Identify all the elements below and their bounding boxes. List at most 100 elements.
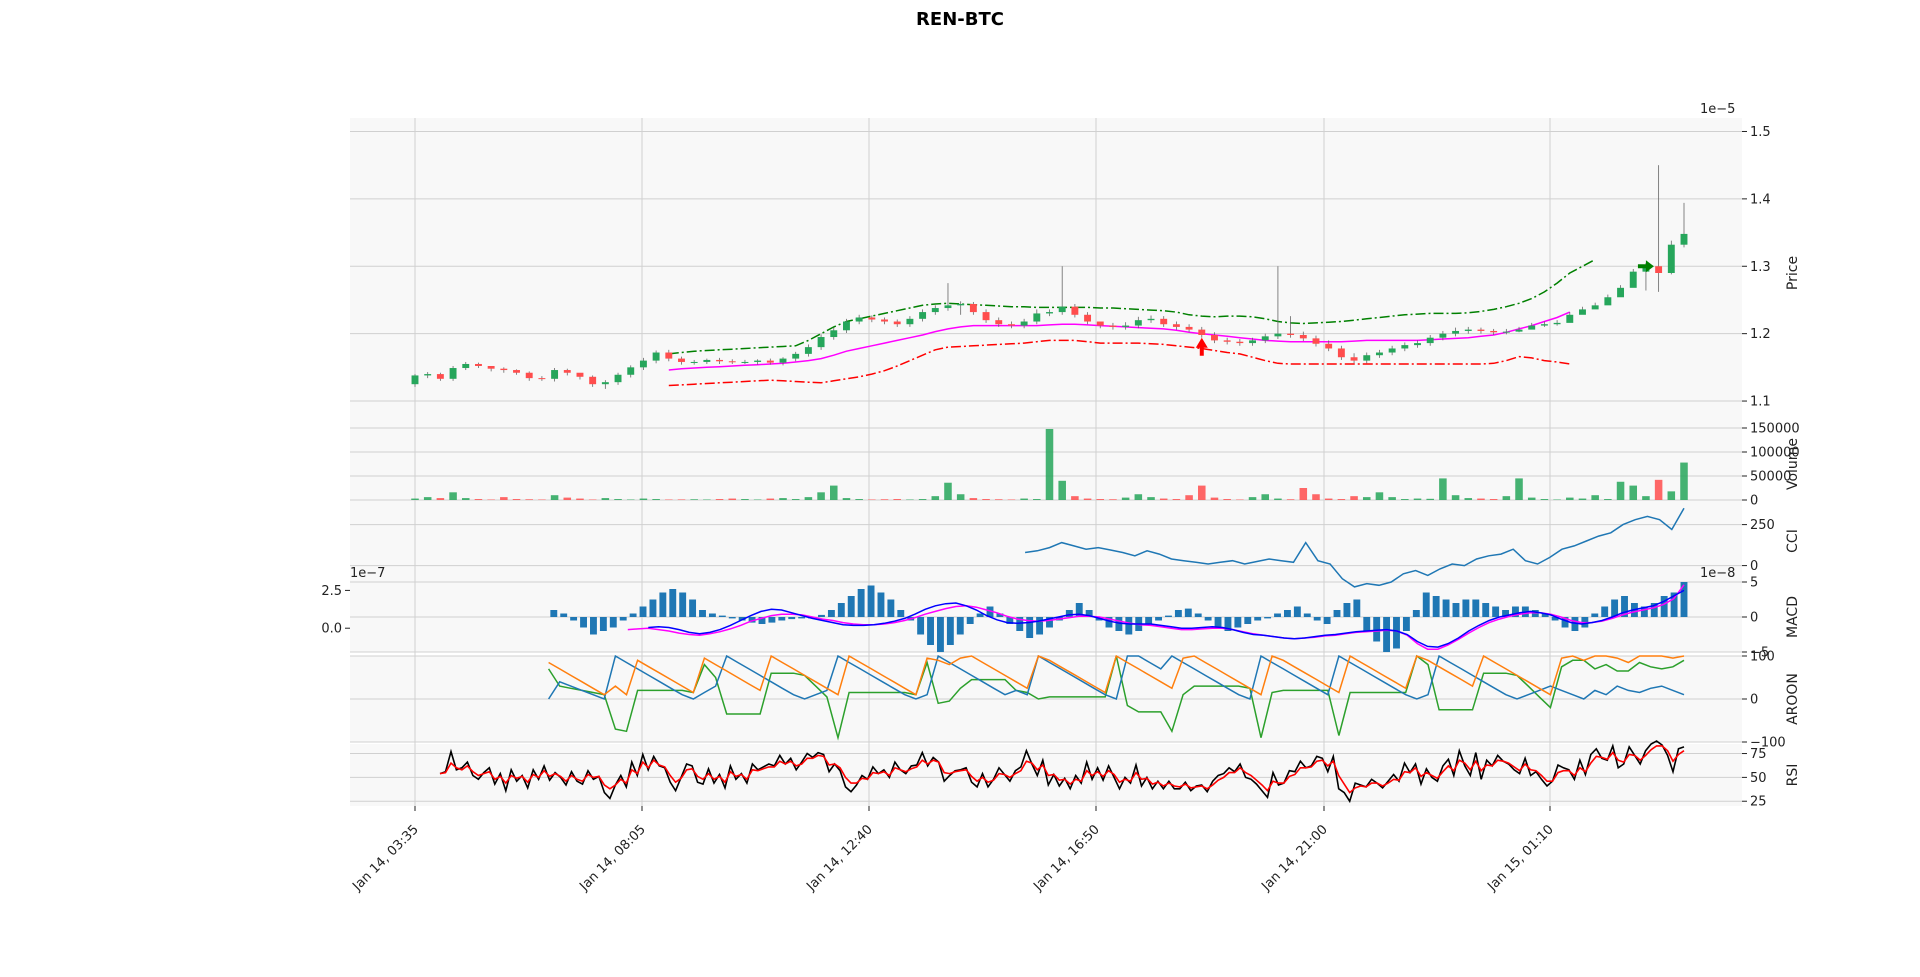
macd-hist-bar bbox=[1482, 603, 1490, 617]
candle-body bbox=[843, 321, 850, 331]
macd-hist-bar bbox=[1393, 617, 1400, 649]
candle-body bbox=[474, 363, 482, 366]
macd-hist-bar bbox=[937, 617, 944, 652]
volume-bar bbox=[1629, 485, 1638, 500]
macd-hist-bar bbox=[1650, 603, 1658, 617]
macd-hist-bar bbox=[599, 617, 607, 631]
volume-bar bbox=[1654, 479, 1663, 500]
candle-body bbox=[1579, 309, 1586, 315]
volume-bar bbox=[449, 492, 457, 500]
candle-body bbox=[627, 367, 635, 375]
volume-bar bbox=[791, 499, 800, 500]
macd-hist-bar bbox=[1006, 617, 1014, 624]
volume-bar bbox=[1299, 488, 1308, 500]
mid-band-line bbox=[668, 311, 1571, 371]
volume-bar bbox=[550, 495, 559, 500]
volume-panel bbox=[411, 428, 1688, 500]
macd-hist-bar bbox=[1264, 617, 1272, 619]
candle-body bbox=[1515, 329, 1523, 332]
candle-body bbox=[1667, 244, 1675, 273]
macd-hist-bar bbox=[1601, 606, 1609, 617]
candle-body bbox=[1375, 352, 1383, 356]
candle-body bbox=[766, 360, 774, 363]
candle-body bbox=[1540, 324, 1548, 326]
candle-body bbox=[1147, 318, 1155, 321]
volume-bar bbox=[436, 498, 445, 500]
macd-hist-bar bbox=[1472, 599, 1480, 617]
candle-body bbox=[1084, 314, 1092, 322]
macd-hist-bar bbox=[1293, 606, 1301, 617]
macd-hist-bar bbox=[1125, 617, 1133, 635]
macd-axis-label: MACD bbox=[1785, 596, 1801, 638]
candle-body bbox=[1591, 305, 1599, 310]
macd-hist-bar bbox=[1621, 596, 1628, 617]
price-y-tick: 1.5 bbox=[1750, 125, 1771, 140]
volume-bar bbox=[804, 497, 813, 500]
volume-bar bbox=[1604, 499, 1612, 500]
macd-hist-bar bbox=[1502, 610, 1509, 617]
macd-hist-bar bbox=[560, 613, 568, 617]
volume-bar bbox=[1413, 498, 1422, 500]
rsi-panel bbox=[439, 740, 1685, 804]
candle-body bbox=[1426, 337, 1434, 344]
volume-bar bbox=[766, 498, 775, 500]
macd-hist-bar bbox=[976, 613, 984, 617]
volume-bar bbox=[1261, 494, 1269, 500]
volume-bar bbox=[1121, 497, 1130, 500]
candle-body bbox=[855, 317, 863, 322]
macd-y-tick-right: −5 bbox=[1750, 646, 1769, 661]
volume-bar bbox=[1426, 498, 1434, 500]
candle-body bbox=[1249, 340, 1256, 344]
candle-body bbox=[1388, 348, 1396, 353]
macd-panel bbox=[550, 582, 1688, 652]
candle-body bbox=[1490, 330, 1498, 333]
macd-hist-bar bbox=[1432, 596, 1440, 617]
candle-body bbox=[678, 358, 685, 362]
macd-hist-bar bbox=[818, 614, 825, 617]
macd-hist-bar bbox=[778, 617, 786, 621]
volume-bar bbox=[677, 499, 686, 500]
volume-bar bbox=[1198, 485, 1206, 500]
volume-bar bbox=[1159, 498, 1168, 500]
candle-body bbox=[487, 366, 495, 369]
macd-hist-bar bbox=[1145, 617, 1153, 624]
volume-bar bbox=[893, 499, 901, 500]
macd-hist-bar bbox=[1422, 592, 1430, 617]
x-tick-label: Jan 14, 21:00 bbox=[1258, 822, 1330, 894]
macd-hist-bar bbox=[1402, 617, 1410, 631]
cci-y-tick: 250 bbox=[1750, 518, 1775, 533]
volume-y-tick: 50000 bbox=[1750, 470, 1791, 485]
macd-hist-bar bbox=[1611, 599, 1619, 617]
x-tick-label: Jan 14, 12:40 bbox=[803, 822, 875, 894]
candle-body bbox=[817, 337, 825, 348]
volume-bar bbox=[1375, 492, 1384, 500]
volume-bar bbox=[1185, 495, 1193, 500]
volume-bar bbox=[1350, 496, 1358, 500]
volume-bar bbox=[715, 499, 724, 500]
volume-bar bbox=[512, 499, 521, 500]
volume-bar bbox=[1210, 497, 1219, 500]
macd-hist-bar bbox=[1194, 613, 1202, 617]
candle-body bbox=[1274, 333, 1282, 337]
macd-hist-bar bbox=[956, 617, 964, 635]
candle-body bbox=[639, 360, 647, 368]
volume-bar bbox=[1388, 497, 1396, 500]
volume-bar bbox=[1515, 478, 1523, 500]
candle-body bbox=[931, 308, 939, 313]
macd-hist-bar bbox=[1670, 592, 1678, 617]
volume-bar bbox=[944, 482, 952, 500]
macd-hist-bar bbox=[1571, 617, 1579, 631]
candle-body bbox=[1109, 325, 1117, 327]
macd-line bbox=[648, 589, 1685, 648]
macd-hist-bar bbox=[1174, 610, 1182, 617]
volume-bar bbox=[969, 498, 978, 500]
macd-hist-bar bbox=[1065, 610, 1073, 617]
macd-hist-bar bbox=[1283, 610, 1291, 617]
volume-bar bbox=[601, 498, 610, 500]
candle-body bbox=[411, 375, 419, 385]
aroon-y-tick: 100 bbox=[1750, 650, 1775, 665]
macd-y-tick-left: 2.5 bbox=[321, 584, 342, 599]
macd-hist-bar bbox=[946, 617, 954, 645]
candle-body bbox=[1629, 271, 1637, 288]
